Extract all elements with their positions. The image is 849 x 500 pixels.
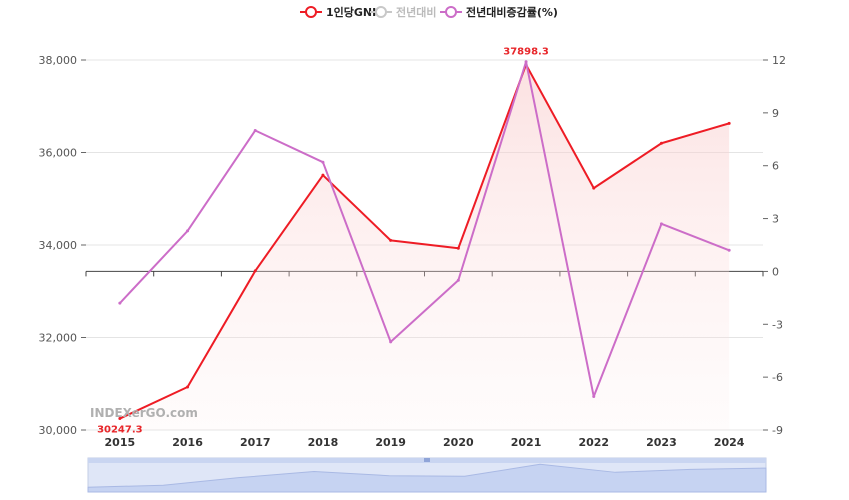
y-right-tick-label: -3 [772,318,783,331]
series-point-1 [321,160,325,164]
y-left-tick-label: 36,000 [39,147,78,160]
series-point-1 [456,278,460,282]
series-point-0 [727,121,731,125]
zoom-preview-area [87,463,767,493]
series-point-1 [727,248,731,252]
series-point-1 [592,395,596,399]
y-right-tick-label: -9 [772,424,783,437]
y-right-tick-label: -6 [772,371,783,384]
y-axis-right: -9 -6 -3 0 3 6 9 12 [763,54,786,437]
data-labels: 30247.3 37898.3 [97,47,549,436]
legend-label: 전년대비 [396,5,436,19]
series-point-0 [456,246,460,250]
legend-item[interactable]: 전년대비증감률(%) [440,5,558,19]
watermark: INDEXerGO.com [90,406,198,420]
zoom-grip-icon[interactable] [424,458,430,462]
y-right-tick-label: 9 [772,107,779,120]
x-tick-label: 2020 [443,436,474,449]
series-point-1 [118,301,122,305]
series-point-0 [186,385,190,389]
legend-item[interactable]: 전년대비 [370,5,436,19]
series-area-0 [119,64,730,431]
series-point-0 [253,269,257,273]
y-right-tick-label: 0 [772,265,779,278]
series-layer [118,60,731,431]
zoom-slider[interactable] [87,457,767,493]
x-tick-label: 2022 [578,436,609,449]
series-point-1 [524,60,528,64]
series-point-1 [659,222,663,226]
x-tick-label: 2015 [105,436,136,449]
y-axis-left: 30,000 32,000 34,000 36,000 38,000 [39,54,86,437]
y-left-tick-label: 38,000 [39,54,78,67]
x-tick-label: 2018 [308,436,339,449]
x-axis: 2015 2016 2017 2018 2019 2020 2021 2022 2023 2024 [105,436,745,449]
series-point-0 [592,186,596,190]
series-line-0 [119,63,730,420]
y-left-tick-label: 32,000 [39,332,78,345]
x-tick-label: 2021 [511,436,542,449]
x-tick-label: 2024 [714,436,745,449]
legend-item[interactable]: 1인당GNI [300,5,376,19]
series-point-1 [389,340,393,344]
series-line-1 [119,60,730,398]
series-point-0 [389,238,393,242]
x-tick-label: 2017 [240,436,271,449]
y-right-tick-label: 12 [772,54,786,67]
y-left-tick-label: 30,000 [39,424,78,437]
series-point-1 [186,229,190,233]
legend-swatch-marker [375,6,387,18]
legend-swatch-marker [445,6,457,18]
legend-label: 1인당GNI [326,5,376,19]
legend-swatch-marker [305,6,317,18]
y-right-tick-label: 3 [772,213,779,226]
x-tick-label: 2019 [375,436,406,449]
legend: 1인당GNI 전년대비 전년대비증감률(%) [300,5,558,19]
series-point-0 [659,141,663,145]
data-label: 37898.3 [503,47,549,58]
data-label: 30247.3 [97,425,143,436]
legend-label: 전년대비증감률(%) [466,5,558,19]
y-left-tick-label: 34,000 [39,239,78,252]
x-tick-label: 2016 [172,436,203,449]
y-right-tick-label: 6 [772,160,779,173]
series-point-0 [321,173,325,177]
series-point-0 [118,417,122,421]
series-point-1 [253,128,257,132]
x-tick-label: 2023 [646,436,677,449]
